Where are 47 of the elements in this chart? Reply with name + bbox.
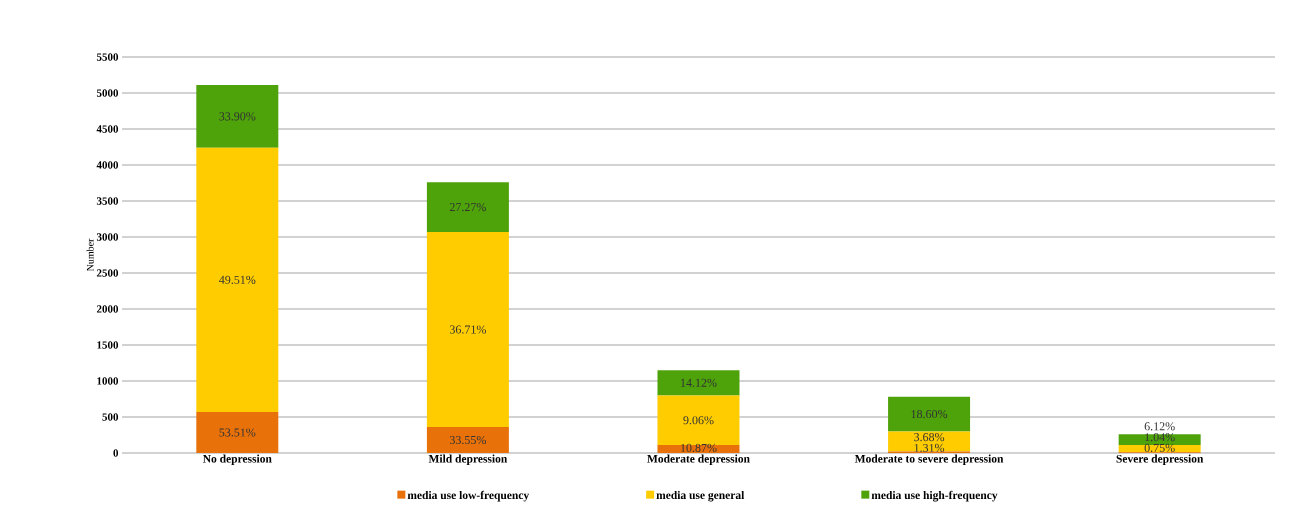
annotation: 27.27% bbox=[449, 203, 486, 212]
y-tick-label: 4000 bbox=[96, 161, 119, 169]
annotation: 1.04% bbox=[1145, 433, 1175, 442]
annotation: 49.51% bbox=[219, 275, 256, 284]
y-tick-label: 1000 bbox=[97, 377, 119, 385]
annotation: 1.31% bbox=[914, 443, 945, 453]
y-tick-label: 3000 bbox=[96, 233, 119, 241]
annotation: 14.12% bbox=[681, 378, 717, 387]
y-tick-label: 0 bbox=[113, 449, 119, 457]
annotation: 33.90% bbox=[219, 112, 256, 121]
annotation: 36.71% bbox=[449, 325, 486, 334]
annotation: 9.06% bbox=[683, 416, 714, 425]
bar bbox=[426, 427, 509, 453]
y-tick-label: 2000 bbox=[96, 305, 119, 313]
bar bbox=[196, 85, 279, 148]
bar bbox=[888, 431, 971, 452]
y-tick-label: 2500 bbox=[96, 269, 119, 277]
bar bbox=[657, 445, 740, 453]
annotation: 10.87% bbox=[681, 443, 717, 453]
y-tick-label: 4500 bbox=[96, 125, 119, 133]
bar bbox=[196, 411, 279, 453]
x-tick-label: Mild depression bbox=[428, 454, 508, 465]
x-tick-label: Moderate depression bbox=[647, 454, 750, 465]
annotation: 53.51% bbox=[219, 428, 256, 437]
bar bbox=[1118, 445, 1201, 453]
y-tick-label: 3500 bbox=[96, 197, 119, 205]
bar bbox=[888, 396, 971, 432]
legend-label: media use high-frequency bbox=[871, 490, 998, 502]
legend-label: media use low-frequency bbox=[407, 490, 530, 502]
y-axis-title: Number bbox=[86, 238, 94, 272]
x-tick-label: Severe depression bbox=[1116, 454, 1204, 465]
x-tick-label: Moderate to severe depression bbox=[854, 454, 1004, 465]
bar bbox=[426, 182, 509, 232]
y-tick-label: 5000 bbox=[96, 89, 119, 97]
y-tick-label: 500 bbox=[102, 413, 119, 421]
annotation: 33.55% bbox=[449, 435, 486, 445]
bar bbox=[657, 370, 740, 396]
bar bbox=[196, 147, 279, 412]
bar bbox=[426, 231, 509, 428]
y-tick-label: 5500 bbox=[96, 53, 119, 61]
annotation: 6.12% bbox=[1144, 422, 1175, 431]
annotation: 18.60% bbox=[911, 410, 948, 419]
x-tick-label: No depression bbox=[202, 454, 272, 465]
y-tick-label: 1500 bbox=[97, 341, 119, 349]
legend-label: media use general bbox=[656, 490, 745, 502]
annotation: 3.68% bbox=[914, 433, 945, 442]
annotation: 0.75% bbox=[1144, 443, 1175, 453]
